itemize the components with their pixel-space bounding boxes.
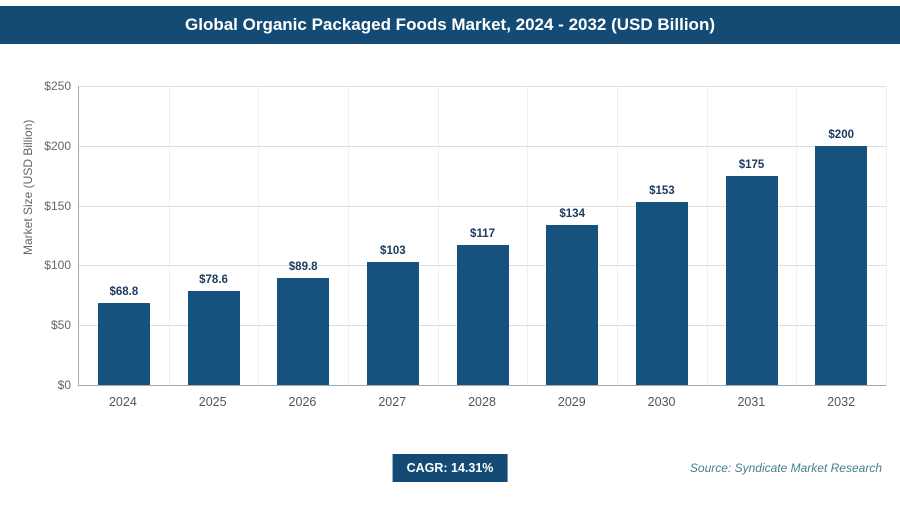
bar-column: $200 <box>796 86 886 385</box>
bar <box>366 261 419 385</box>
vertical-gridline <box>437 86 439 385</box>
y-tick-label: $250 <box>44 79 71 93</box>
gridline <box>79 205 886 207</box>
x-tick-label: 2030 <box>647 395 676 409</box>
bar <box>97 302 150 385</box>
x-tick-label: 2029 <box>557 395 586 409</box>
bar <box>277 277 330 385</box>
x-tick-label: 2027 <box>378 395 407 409</box>
x-tick-label: 2031 <box>737 395 766 409</box>
bar-value-label: $175 <box>738 158 765 171</box>
vertical-gridline <box>796 86 798 385</box>
source-text: Source: Syndicate Market Research <box>689 461 882 475</box>
x-tick-label: 2025 <box>198 395 227 409</box>
x-tick-label: 2026 <box>288 395 317 409</box>
x-tick-label: 2028 <box>468 395 496 409</box>
bar-column: $153 <box>617 86 707 385</box>
y-tick-label: $100 <box>44 258 71 273</box>
bar <box>815 145 868 385</box>
bars-container: $68.8 $78.6 $89.8 $103 $117 $134 $153 $175 $200 <box>79 86 886 385</box>
bar <box>546 224 599 385</box>
y-tick-label: $200 <box>44 138 71 153</box>
gridline <box>79 86 886 87</box>
x-axis-labels: 2024 2025 2026 2027 2028 2029 2030 2031 2032 <box>78 386 886 409</box>
bar-value-label: $78.6 <box>199 274 228 286</box>
bar-value-label: $89.8 <box>288 260 318 273</box>
vertical-gridline <box>168 86 170 385</box>
bar-value-label: $117 <box>470 228 495 241</box>
gridline <box>79 145 886 147</box>
bar-value-label: $200 <box>828 128 854 141</box>
bar <box>635 202 688 385</box>
bar <box>187 291 240 385</box>
bar-column: $78.6 <box>169 86 259 385</box>
x-tick-label: 2024 <box>108 395 137 409</box>
cagr-badge: CAGR: 14.31% <box>392 454 508 482</box>
plot-area: $0 $50 $100 $150 $200 $250 $68.8 $78.6 $89.8 $103… <box>44 79 887 392</box>
y-tick-label: $0 <box>57 378 71 392</box>
bar-value-label: $153 <box>649 185 675 198</box>
bar-column: $68.8 <box>79 86 169 385</box>
x-tick-label: 2032 <box>827 395 856 409</box>
y-tick-label: $150 <box>44 198 71 213</box>
bar-column: $89.8 <box>258 86 348 385</box>
bar-column: $134 <box>527 86 617 385</box>
chart-area: Market Size (USD Billion) $0 $50 $100 $150 $… <box>21 79 887 392</box>
bar-column: $175 <box>707 86 797 385</box>
title-bar: Global Organic Packaged Foods Market, 20… <box>0 6 900 44</box>
vertical-gridline <box>258 86 260 385</box>
vertical-gridline <box>616 86 618 385</box>
bar-value-label: $134 <box>559 207 585 220</box>
vertical-gridline <box>347 86 349 385</box>
bar-column: $117 <box>438 86 528 385</box>
bar-value-label: $68.8 <box>109 285 139 298</box>
y-axis-title: Market Size (USD Billion) <box>21 119 35 255</box>
bar-column: $103 <box>348 86 438 385</box>
chart-title: Global Organic Packaged Foods Market, 20… <box>185 15 715 34</box>
chart-footer: CAGR: 14.31% Source: Syndicate Market Re… <box>0 454 900 484</box>
vertical-gridline <box>886 86 887 385</box>
y-tick-label: $50 <box>50 318 71 333</box>
vertical-gridline <box>706 86 708 385</box>
bar-value-label: $103 <box>380 244 406 257</box>
bar <box>456 245 509 385</box>
bar <box>725 175 778 385</box>
vertical-gridline <box>527 86 529 385</box>
